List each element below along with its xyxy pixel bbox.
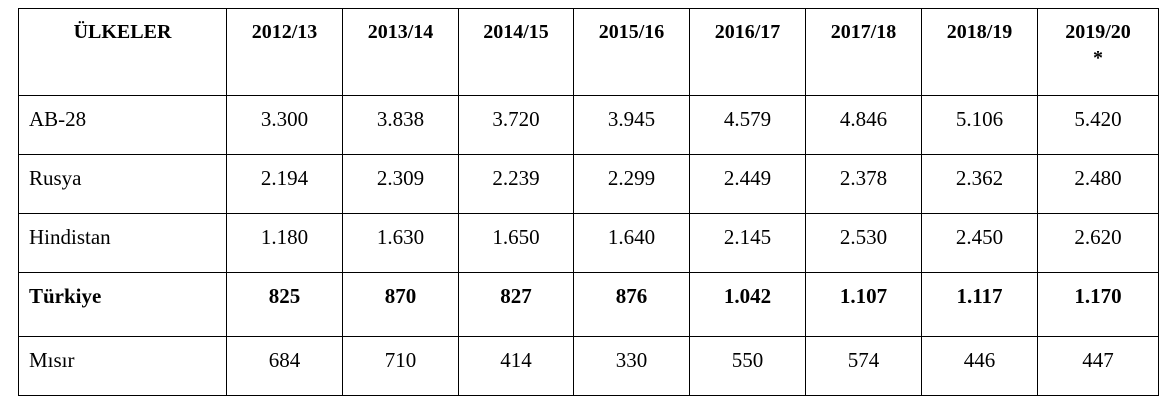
country-cell: Rusya bbox=[18, 154, 227, 214]
header-row: ÜLKELER 2012/13 2013/14 2014/15 2015/16 2016/… bbox=[18, 8, 1159, 96]
value-cell: 1.107 bbox=[805, 272, 922, 337]
country-cell: AB-28 bbox=[18, 95, 227, 155]
header-cell: 2015/16 bbox=[573, 8, 690, 96]
table-row: Türkiye 825 870 827 876 1.042 1.107 1.117 1.170 bbox=[18, 272, 1159, 337]
value-cell: 1.042 bbox=[689, 272, 806, 337]
header-cell: 2017/18 bbox=[805, 8, 922, 96]
value-cell: 1.640 bbox=[573, 213, 690, 273]
value-cell: 1.630 bbox=[342, 213, 459, 273]
country-cell: Hindistan bbox=[18, 213, 227, 273]
value-cell: 2.194 bbox=[226, 154, 343, 214]
header-cell: 2012/13 bbox=[226, 8, 343, 96]
data-table: ÜLKELER 2012/13 2013/14 2014/15 2015/16 2016/… bbox=[18, 8, 1159, 396]
value-cell: 825 bbox=[226, 272, 343, 337]
header-cell: 2019/20 * bbox=[1037, 8, 1159, 96]
value-cell: 3.720 bbox=[458, 95, 574, 155]
value-cell: 5.106 bbox=[921, 95, 1038, 155]
value-cell: 3.838 bbox=[342, 95, 459, 155]
header-cell: ÜLKELER bbox=[18, 8, 227, 96]
value-cell: 574 bbox=[805, 336, 922, 396]
value-cell: 330 bbox=[573, 336, 690, 396]
value-cell: 2.480 bbox=[1037, 154, 1159, 214]
value-cell: 2.239 bbox=[458, 154, 574, 214]
value-cell: 1.170 bbox=[1037, 272, 1159, 337]
value-cell: 2.449 bbox=[689, 154, 806, 214]
value-cell: 446 bbox=[921, 336, 1038, 396]
value-cell: 870 bbox=[342, 272, 459, 337]
value-cell: 2.362 bbox=[921, 154, 1038, 214]
value-cell: 2.378 bbox=[805, 154, 922, 214]
value-cell: 2.620 bbox=[1037, 213, 1159, 273]
value-cell: 2.299 bbox=[573, 154, 690, 214]
value-cell: 550 bbox=[689, 336, 806, 396]
header-cell: 2016/17 bbox=[689, 8, 806, 96]
value-cell: 827 bbox=[458, 272, 574, 337]
table-row: AB-28 3.300 3.838 3.720 3.945 4.579 4.846 5.106… bbox=[18, 95, 1159, 155]
value-cell: 4.846 bbox=[805, 95, 922, 155]
value-cell: 2.530 bbox=[805, 213, 922, 273]
value-cell: 3.945 bbox=[573, 95, 690, 155]
value-cell: 4.579 bbox=[689, 95, 806, 155]
country-cell: Mısır bbox=[18, 336, 227, 396]
header-cell: 2014/15 bbox=[458, 8, 574, 96]
table-row: Mısır 684 710 414 330 550 574 446 447 bbox=[18, 336, 1159, 396]
value-cell: 3.300 bbox=[226, 95, 343, 155]
value-cell: 2.450 bbox=[921, 213, 1038, 273]
table-body: AB-28 3.300 3.838 3.720 3.945 4.579 4.846 5.106… bbox=[18, 95, 1159, 396]
header-cell: 2018/19 bbox=[921, 8, 1038, 96]
value-cell: 447 bbox=[1037, 336, 1159, 396]
value-cell: 2.145 bbox=[689, 213, 806, 273]
value-cell: 876 bbox=[573, 272, 690, 337]
value-cell: 2.309 bbox=[342, 154, 459, 214]
table-row: Rusya 2.194 2.309 2.239 2.299 2.449 2.378 2.362… bbox=[18, 154, 1159, 214]
table-row: Hindistan 1.180 1.630 1.650 1.640 2.145 2.530 2… bbox=[18, 213, 1159, 273]
header-cell: 2013/14 bbox=[342, 8, 459, 96]
country-cell: Türkiye bbox=[18, 272, 227, 337]
value-cell: 710 bbox=[342, 336, 459, 396]
value-cell: 1.117 bbox=[921, 272, 1038, 337]
value-cell: 1.180 bbox=[226, 213, 343, 273]
value-cell: 1.650 bbox=[458, 213, 574, 273]
value-cell: 684 bbox=[226, 336, 343, 396]
value-cell: 5.420 bbox=[1037, 95, 1159, 155]
value-cell: 414 bbox=[458, 336, 574, 396]
